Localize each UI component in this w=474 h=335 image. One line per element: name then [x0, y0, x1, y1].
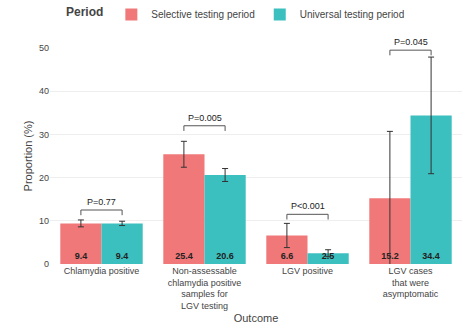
svg-text:9.4: 9.4: [116, 251, 129, 261]
svg-text:LGV casesthat wereasymptomatic: LGV casesthat wereasymptomatic: [383, 266, 439, 299]
svg-text:10: 10: [39, 216, 49, 226]
svg-text:2.5: 2.5: [322, 251, 335, 261]
svg-text:LGV positive: LGV positive: [282, 266, 333, 276]
svg-text:Chlamydia positive: Chlamydia positive: [64, 266, 140, 276]
svg-text:30: 30: [39, 130, 49, 140]
svg-text:25.4: 25.4: [175, 251, 193, 261]
svg-text:P=0.005: P=0.005: [188, 113, 222, 123]
svg-text:Outcome: Outcome: [234, 312, 279, 324]
svg-text:Proportion (%): Proportion (%): [22, 121, 34, 192]
svg-text:40: 40: [39, 86, 49, 96]
svg-text:50: 50: [39, 43, 49, 53]
svg-text:Period: Period: [66, 5, 103, 19]
svg-text:9.4: 9.4: [75, 251, 88, 261]
svg-text:Selective testing period: Selective testing period: [151, 9, 254, 20]
svg-text:34.4: 34.4: [422, 251, 440, 261]
svg-text:6.6: 6.6: [281, 251, 294, 261]
svg-text:P=0.045: P=0.045: [394, 37, 428, 47]
svg-text:20.6: 20.6: [216, 251, 234, 261]
svg-text:Universal testing period: Universal testing period: [300, 9, 405, 20]
svg-text:0: 0: [44, 259, 49, 269]
svg-text:15.2: 15.2: [381, 251, 399, 261]
svg-text:Non-assessablechlamydia positi: Non-assessablechlamydia positivesamples …: [168, 266, 242, 311]
svg-text:P=0.77: P=0.77: [87, 197, 116, 207]
svg-text:P<0.001: P<0.001: [291, 201, 325, 211]
svg-text:20: 20: [39, 173, 49, 183]
